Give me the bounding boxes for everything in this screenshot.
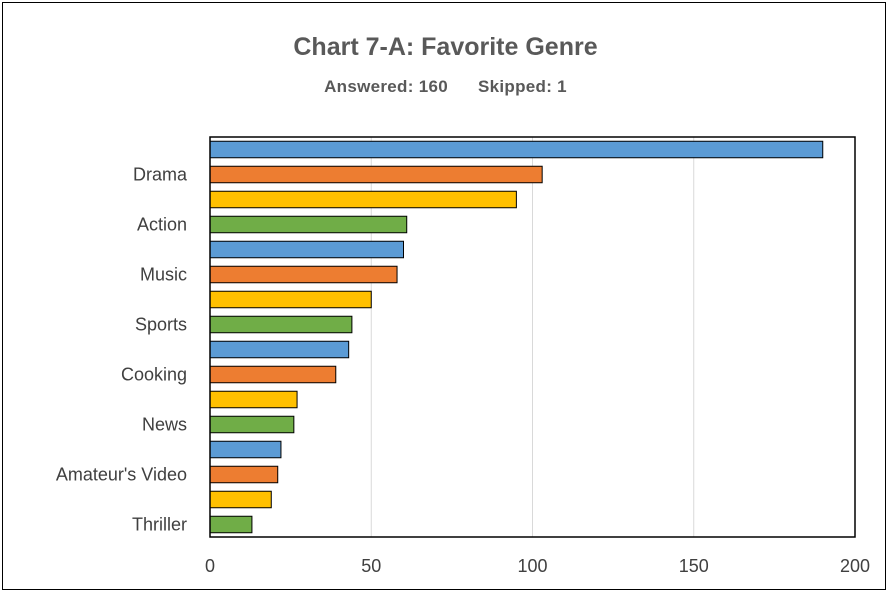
bar [209, 165, 543, 184]
y-category-label: Sports [135, 315, 187, 335]
y-category-label: Amateur's Video [56, 465, 187, 485]
chart-title: Chart 7-A: Favorite Genre [293, 33, 598, 61]
bar [209, 440, 282, 459]
bar [209, 290, 372, 309]
x-tick-label: 100 [517, 556, 547, 576]
bar [209, 265, 398, 284]
bar [209, 515, 253, 534]
x-tick-label: 50 [361, 556, 381, 576]
y-category-label: Thriller [132, 515, 187, 535]
bar [209, 315, 353, 334]
bar [209, 365, 337, 384]
bar [209, 465, 279, 484]
y-category-label: News [142, 415, 187, 435]
bar [209, 415, 295, 434]
x-tick-label: 0 [205, 556, 215, 576]
bar [209, 140, 824, 159]
y-category-label: Action [137, 215, 187, 235]
chart-subtitle: Answered: 160 Skipped: 1 [0, 77, 891, 97]
bar [209, 190, 517, 209]
x-tick-label: 150 [679, 556, 709, 576]
y-category-label: Music [140, 265, 187, 285]
y-category-label: Drama [133, 165, 188, 185]
bar [209, 340, 350, 359]
answered-count: Answered: 160 [324, 77, 448, 96]
bar [209, 490, 272, 509]
plot-area-border [209, 136, 856, 538]
skipped-count: Skipped: 1 [477, 77, 567, 96]
bar [209, 240, 404, 259]
bar [209, 390, 298, 409]
x-tick-label: 200 [840, 556, 870, 576]
bar [209, 215, 408, 234]
y-category-label: Cooking [121, 365, 187, 385]
